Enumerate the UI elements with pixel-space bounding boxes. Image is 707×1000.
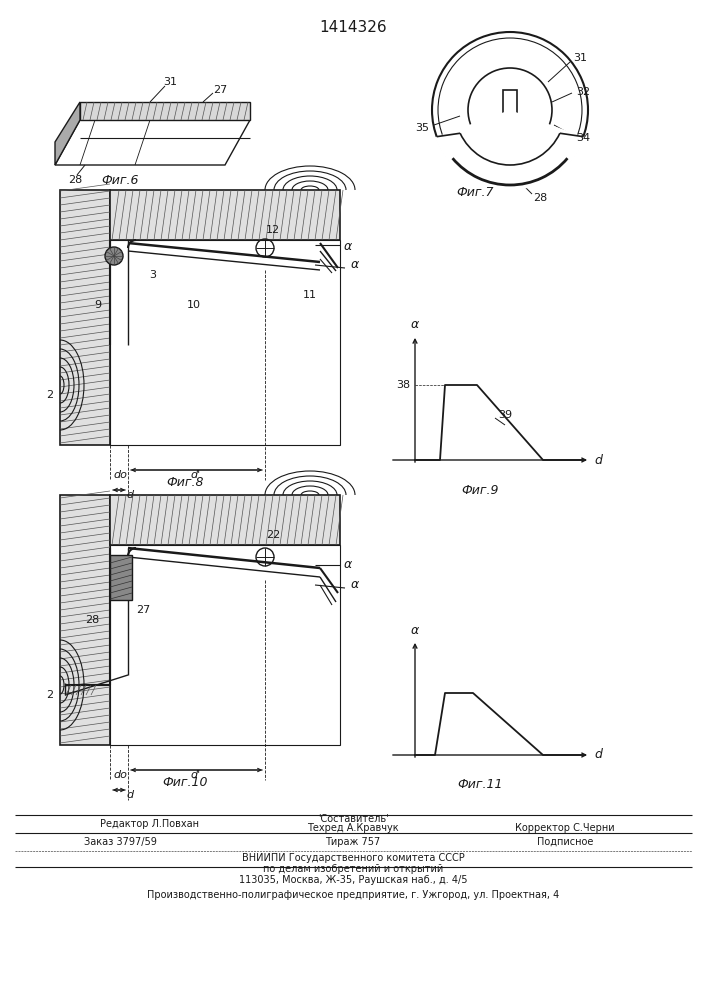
Text: Подписное: Подписное — [537, 837, 593, 847]
Polygon shape — [55, 102, 80, 165]
Text: 31: 31 — [573, 53, 587, 63]
Text: Фиг.7: Фиг.7 — [456, 186, 493, 198]
Text: d': d' — [191, 470, 201, 480]
Text: α: α — [411, 624, 419, 637]
Text: Фиг.6: Фиг.6 — [101, 174, 139, 186]
Text: ВНИИПИ Государственного комитета СССР: ВНИИПИ Государственного комитета СССР — [242, 853, 464, 863]
Text: 39: 39 — [498, 410, 512, 420]
Text: α: α — [411, 318, 419, 332]
Text: Корректор С.Черни: Корректор С.Черни — [515, 823, 615, 833]
Text: 22: 22 — [266, 530, 280, 540]
Text: α: α — [344, 558, 352, 570]
Text: α: α — [351, 578, 359, 591]
Text: Техред А.Кравчук: Техред А.Кравчук — [307, 823, 399, 833]
Text: 32: 32 — [576, 87, 590, 97]
Bar — [110, 545, 340, 745]
Text: Редактор Л.Повхан: Редактор Л.Повхан — [100, 819, 199, 829]
Text: Производственно-полиграфическое предприятие, г. Ужгород, ул. Проектная, 4: Производственно-полиграфическое предприя… — [147, 890, 559, 900]
Text: 28: 28 — [68, 175, 82, 185]
Wedge shape — [435, 110, 585, 190]
Bar — [110, 190, 340, 240]
Polygon shape — [55, 120, 250, 165]
Text: 2: 2 — [47, 390, 54, 400]
Text: do: do — [113, 770, 127, 780]
Text: α: α — [351, 258, 359, 271]
Text: d: d — [127, 790, 134, 800]
Text: 34: 34 — [576, 133, 590, 143]
Text: Тираж 757: Тираж 757 — [325, 837, 380, 847]
Text: 28: 28 — [533, 193, 547, 203]
Text: 3: 3 — [149, 270, 156, 280]
Text: по делам изобретений и открытий: по делам изобретений и открытий — [263, 864, 443, 874]
Text: 11: 11 — [303, 290, 317, 300]
Text: Фиг.8: Фиг.8 — [166, 476, 204, 488]
Bar — [110, 240, 340, 445]
Text: 28: 28 — [85, 615, 99, 625]
Text: Фиг.9: Фиг.9 — [461, 484, 498, 496]
Text: 35: 35 — [415, 123, 429, 133]
Bar — [110, 495, 340, 545]
Text: 'Составитель': 'Составитель' — [317, 814, 388, 824]
Text: 31: 31 — [163, 77, 177, 87]
Text: 27: 27 — [136, 605, 150, 615]
Text: 1414326: 1414326 — [319, 20, 387, 35]
Text: 2: 2 — [47, 690, 54, 700]
Text: Фиг.10: Фиг.10 — [162, 776, 208, 788]
Text: 113035, Москва, Ж-35, Раушская наб., д. 4/5: 113035, Москва, Ж-35, Раушская наб., д. … — [239, 875, 467, 885]
Text: 12: 12 — [266, 225, 280, 235]
Text: d: d — [127, 490, 134, 500]
Bar — [60, 190, 110, 445]
Bar — [503, 90, 517, 130]
Text: 10: 10 — [187, 300, 201, 310]
Circle shape — [105, 247, 123, 265]
Text: d': d' — [191, 770, 201, 780]
Polygon shape — [80, 102, 250, 120]
Text: do: do — [113, 470, 127, 480]
Text: d: d — [594, 748, 602, 762]
Text: 9: 9 — [95, 300, 102, 310]
Text: α: α — [344, 239, 352, 252]
Text: d: d — [594, 454, 602, 466]
Text: Заказ 3797/59: Заказ 3797/59 — [83, 837, 156, 847]
Bar — [60, 495, 110, 745]
Bar — [110, 555, 132, 600]
Text: Фиг.11: Фиг.11 — [457, 778, 503, 792]
Text: 38: 38 — [396, 380, 410, 390]
Text: 27: 27 — [213, 85, 227, 95]
